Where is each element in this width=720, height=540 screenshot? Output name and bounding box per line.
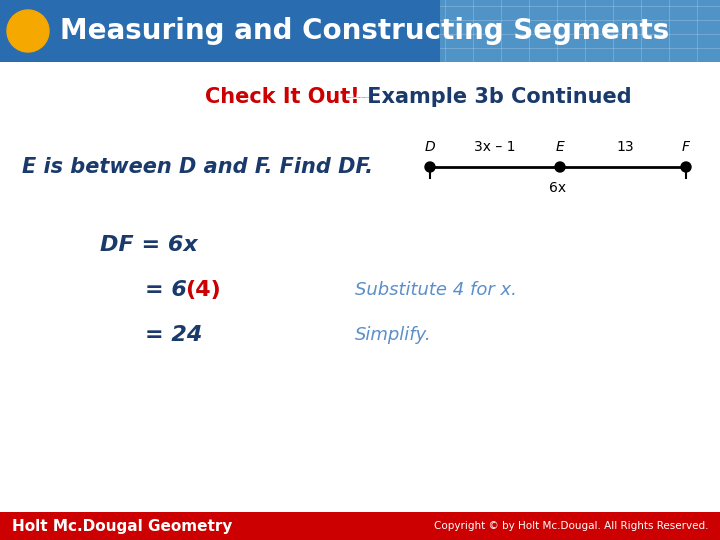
Circle shape: [425, 162, 435, 172]
Text: = 6: = 6: [145, 280, 187, 300]
Text: DF = 6x: DF = 6x: [100, 235, 198, 255]
Text: Copyright © by Holt Mc.Dougal. All Rights Reserved.: Copyright © by Holt Mc.Dougal. All Right…: [433, 521, 708, 531]
FancyBboxPatch shape: [0, 0, 720, 62]
Text: F: F: [682, 140, 690, 154]
Text: E: E: [556, 140, 564, 154]
Circle shape: [681, 162, 691, 172]
Circle shape: [555, 162, 565, 172]
FancyBboxPatch shape: [0, 512, 720, 540]
FancyBboxPatch shape: [440, 0, 720, 62]
Text: (4): (4): [185, 280, 221, 300]
Text: D: D: [425, 140, 436, 154]
Text: Check It Out!: Check It Out!: [205, 87, 360, 107]
Text: Check It Out! Example 3b Continued: Check It Out! Example 3b Continued: [347, 96, 373, 98]
Text: Substitute 4 for x.: Substitute 4 for x.: [355, 281, 517, 299]
Text: 3x – 1: 3x – 1: [474, 140, 516, 154]
Text: E is between D and F. Find DF.: E is between D and F. Find DF.: [22, 157, 373, 177]
Text: Example 3b Continued: Example 3b Continued: [360, 87, 631, 107]
Text: 13: 13: [616, 140, 634, 154]
Text: 6x: 6x: [549, 181, 567, 195]
Text: = 24: = 24: [145, 325, 202, 345]
Text: Simplify.: Simplify.: [355, 326, 431, 344]
Circle shape: [7, 10, 49, 52]
Text: Measuring and Constructing Segments: Measuring and Constructing Segments: [60, 17, 670, 45]
Text: Holt Mc.Dougal Geometry: Holt Mc.Dougal Geometry: [12, 518, 233, 534]
